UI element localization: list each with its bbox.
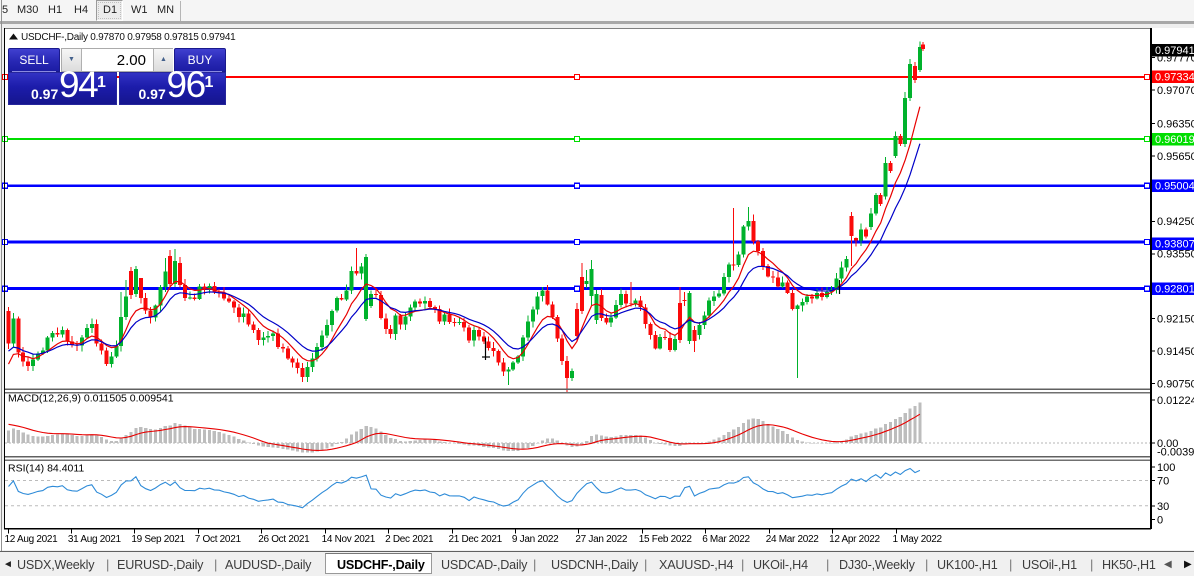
svg-text:31 Aug 2021: 31 Aug 2021 (68, 534, 122, 545)
svg-text:12 Apr 2022: 12 Apr 2022 (829, 534, 880, 545)
svg-text:0.95650: 0.95650 (1157, 151, 1194, 163)
svg-text:19 Sep 2021: 19 Sep 2021 (131, 534, 185, 545)
svg-text:30: 30 (1157, 501, 1169, 513)
svg-text:0.95004: 0.95004 (1155, 181, 1194, 193)
svg-text:70: 70 (1157, 475, 1169, 487)
svg-text:21 Dec 2021: 21 Dec 2021 (449, 534, 503, 545)
svg-text:0.90750: 0.90750 (1157, 379, 1194, 391)
svg-text:0.012242: 0.012242 (1157, 395, 1194, 407)
svg-text:0.91450: 0.91450 (1157, 346, 1194, 358)
svg-text:12 Aug 2021: 12 Aug 2021 (5, 534, 59, 545)
svg-text:0.93550: 0.93550 (1157, 249, 1194, 261)
svg-text:27 Jan 2022: 27 Jan 2022 (575, 534, 627, 545)
svg-text:0.97334: 0.97334 (1155, 71, 1194, 83)
svg-text:100: 100 (1157, 462, 1175, 474)
svg-text:14 Nov 2021: 14 Nov 2021 (322, 534, 376, 545)
svg-text:26 Oct 2021: 26 Oct 2021 (258, 534, 310, 545)
svg-text:9 Jan 2022: 9 Jan 2022 (512, 534, 559, 545)
svg-text:0.96350: 0.96350 (1157, 118, 1194, 130)
svg-text:2 Dec 2021: 2 Dec 2021 (385, 534, 434, 545)
svg-text:0.92801: 0.92801 (1155, 283, 1194, 295)
svg-text:0.92150: 0.92150 (1157, 313, 1194, 325)
svg-text:24 Mar 2022: 24 Mar 2022 (766, 534, 820, 545)
svg-text:0.96019: 0.96019 (1155, 134, 1194, 146)
svg-text:RSI(14) 84.4011: RSI(14) 84.4011 (8, 463, 84, 475)
svg-text:USDCHF-,Daily 0.97870 0.97958: USDCHF-,Daily 0.97870 0.97958 0.97815 0.… (21, 32, 236, 43)
svg-text:0.94250: 0.94250 (1157, 216, 1194, 228)
svg-text:0.93807: 0.93807 (1155, 238, 1194, 250)
svg-text:0.00: 0.00 (1157, 438, 1178, 450)
svg-text:6 Mar 2022: 6 Mar 2022 (702, 534, 750, 545)
svg-text:0.97941: 0.97941 (1155, 45, 1194, 57)
svg-text:0: 0 (1157, 514, 1163, 526)
svg-text:-0.003963: -0.003963 (1157, 446, 1194, 458)
svg-text:15 Feb 2022: 15 Feb 2022 (639, 534, 693, 545)
svg-text:7 Oct 2021: 7 Oct 2021 (195, 534, 242, 545)
svg-text:MACD(12,26,9) 0.011505 0.00954: MACD(12,26,9) 0.011505 0.009541 (8, 393, 174, 405)
svg-text:1 May 2022: 1 May 2022 (893, 534, 943, 545)
svg-text:0.97070: 0.97070 (1157, 85, 1194, 97)
